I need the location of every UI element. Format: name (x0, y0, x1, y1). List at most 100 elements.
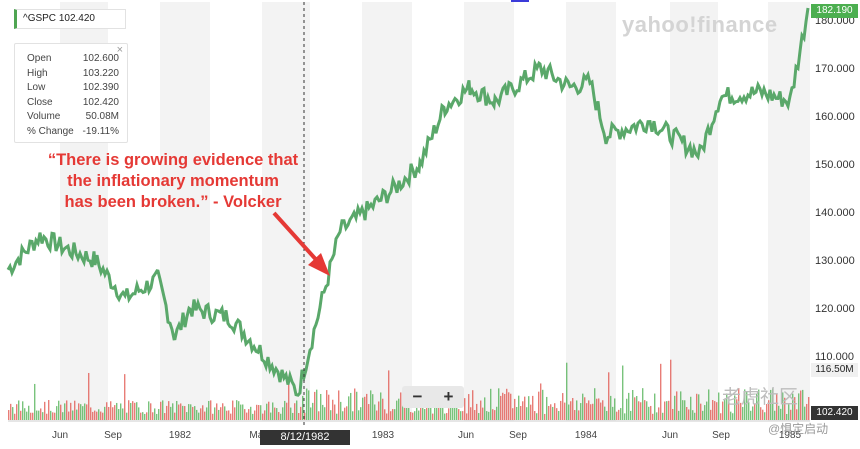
volume-bar (694, 412, 696, 420)
volume-bar (776, 394, 778, 420)
volume-bar (488, 411, 490, 420)
volume-bar (636, 396, 638, 420)
volume-bar (512, 408, 514, 420)
volume-bar (112, 407, 114, 420)
volume-bar (16, 404, 18, 420)
volume-bar (668, 400, 670, 420)
volume-bar (796, 409, 798, 420)
volume-bar (662, 412, 664, 420)
volume-bar (90, 407, 92, 420)
volume-bar (60, 404, 62, 420)
volume-bar (590, 404, 592, 420)
volume-bar (236, 400, 238, 420)
volume-bar (98, 409, 100, 420)
volume-bar (574, 410, 576, 420)
volume-bar (208, 400, 210, 420)
volume-bar (478, 413, 480, 420)
volume-bar (498, 388, 500, 420)
volume-bar (550, 404, 552, 420)
volume-bar (554, 403, 556, 420)
volume-bar (158, 409, 160, 420)
volume-bar (142, 412, 144, 420)
volume-bar (620, 408, 622, 420)
current-price-tag: 182.190 (811, 4, 858, 18)
stat-value: -19.11% (82, 125, 119, 137)
volume-bar (468, 394, 470, 420)
ohlc-tooltip: × Open 102.600 High 103.220 Low 102.390 Close 1… (14, 43, 128, 143)
volume-bar (460, 411, 462, 420)
volume-bar (712, 400, 714, 420)
y-axis-labels: 110.000 120.000 130.000 140.000 150.000 160.0… (815, 15, 855, 363)
volume-bar (422, 401, 424, 420)
volume-bar (584, 397, 586, 420)
zoom-out-button[interactable]: − (412, 387, 423, 406)
volume-bar (168, 401, 170, 420)
volume-bar (170, 406, 172, 420)
volume-bar (46, 413, 48, 420)
volume-bar (534, 411, 536, 420)
volume-bar (788, 404, 790, 420)
x-tick-label: Jun (52, 430, 68, 441)
volume-bar (42, 412, 44, 420)
volume-bar (106, 402, 108, 420)
volume-bar (770, 389, 772, 420)
volume-bar (734, 395, 736, 420)
volume-bar (376, 410, 378, 420)
stat-row: % Change -19.11% (27, 125, 119, 140)
volume-bar (272, 402, 274, 420)
volume-bar (364, 396, 366, 420)
volume-bar (292, 412, 294, 420)
volume-bar (388, 370, 390, 420)
volume-bar (650, 405, 652, 420)
volume-bar (30, 412, 32, 420)
volume-bar (472, 390, 474, 420)
volume-bar (66, 400, 68, 420)
volume-bar (126, 412, 128, 420)
top-indicator (511, 0, 529, 2)
volume-bar (104, 406, 106, 420)
volume-bar (562, 393, 564, 420)
stat-row: Close 102.420 (27, 96, 119, 111)
volume-bar (710, 409, 712, 420)
volume-bar (258, 404, 260, 420)
volume-bar (684, 400, 686, 420)
volume-bar (760, 407, 762, 420)
volume-bar (330, 410, 332, 420)
volume-bars (8, 359, 810, 420)
volume-bar (122, 408, 124, 420)
volume-bar (630, 410, 632, 420)
volume-bar (570, 401, 572, 420)
stat-value: 102.390 (82, 82, 119, 93)
stat-value: 103.220 (82, 67, 119, 79)
zoom-in-button[interactable]: + (443, 387, 454, 406)
close-icon[interactable]: × (116, 44, 123, 56)
volume-bar (172, 403, 174, 420)
volume-bar (522, 401, 524, 420)
volume-bar (100, 411, 102, 420)
volume-bar (276, 408, 278, 420)
volume-bar (482, 407, 484, 420)
volume-bar (378, 401, 380, 420)
volume-bar (270, 412, 272, 420)
volume-bar (382, 398, 384, 420)
volume-bar (532, 395, 534, 420)
volume-bar (248, 409, 250, 420)
volume-bar (492, 409, 494, 420)
volume-bar (114, 405, 116, 420)
volume-bar (598, 398, 600, 420)
volume-bar (742, 406, 744, 420)
volume-bar (372, 394, 374, 420)
ticker-label[interactable]: ^GSPC 102.420 (14, 9, 126, 29)
volume-bar (250, 406, 252, 420)
volume-bar (288, 376, 290, 420)
volume-bar (618, 409, 620, 420)
volume-bar (108, 406, 110, 420)
volume-bar (192, 406, 194, 420)
volume-bar (586, 403, 588, 420)
volume-bar (772, 388, 774, 420)
volume-bar (548, 405, 550, 420)
volume-bar (418, 410, 420, 420)
volume-bar (692, 410, 694, 420)
volume-bar (174, 412, 176, 420)
